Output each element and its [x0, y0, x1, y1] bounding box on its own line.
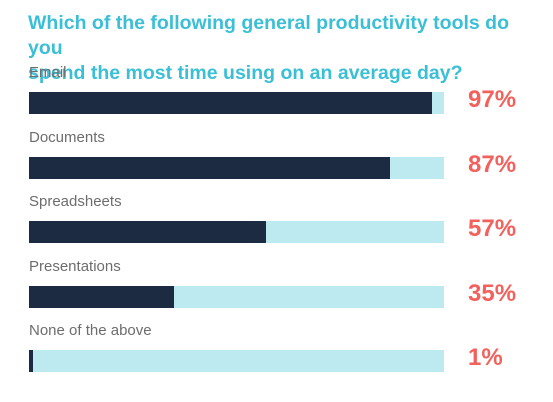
bar	[29, 221, 266, 243]
category-label: None of the above	[29, 322, 152, 339]
chart-title-line-2: spend the most time using on an average …	[28, 62, 463, 84]
bar	[29, 156, 391, 179]
value-label: 1%	[468, 344, 503, 371]
bar-track	[29, 92, 444, 114]
category-label: Presentations	[29, 257, 121, 275]
value-label: 57%	[468, 215, 517, 242]
bar	[29, 350, 34, 372]
bar	[29, 285, 175, 308]
chart-title-line-1: Which of the following general productiv…	[28, 12, 509, 59]
bar-track	[29, 156, 444, 179]
category-label: Spreadsheets	[29, 193, 122, 210]
bar-track	[29, 221, 444, 243]
value-label: 97%	[468, 86, 517, 113]
chart-title: Which of the following general productiv…	[28, 11, 548, 86]
bar	[29, 92, 432, 114]
value-label: 87%	[468, 150, 517, 178]
bar-track	[29, 350, 444, 372]
category-label: Documents	[29, 128, 105, 146]
category-label: Email	[29, 64, 67, 81]
bar-track	[29, 285, 444, 308]
value-label: 35%	[468, 279, 517, 307]
